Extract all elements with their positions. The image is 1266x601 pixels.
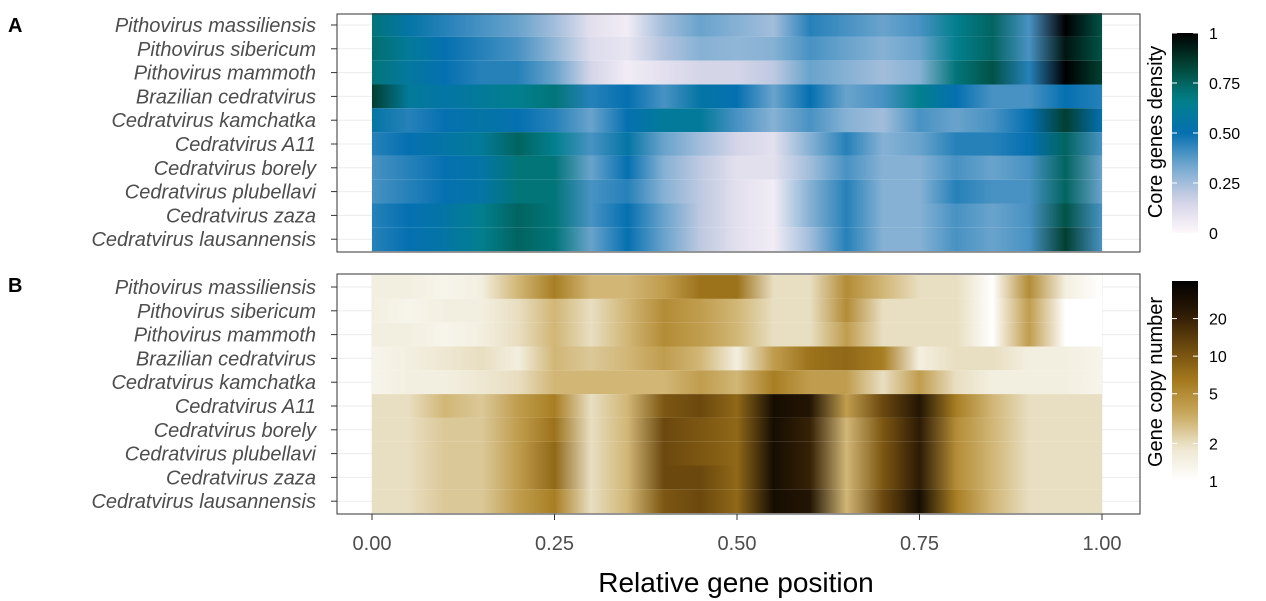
heatmap-row: [372, 275, 1102, 299]
panel-letter-b: B: [8, 275, 22, 297]
heatmap-row: [372, 441, 1102, 466]
legend-tick-label: 2: [1209, 436, 1218, 453]
legend-tick-label: 1: [1209, 26, 1218, 43]
row-label: Brazilian cedratvirus: [136, 86, 316, 108]
legend-tick-label: 0.50: [1209, 126, 1240, 143]
row-label: Pithovirus mammoth: [134, 63, 316, 85]
row-label: Pithovirus massiliensis: [115, 277, 316, 299]
row-label: Pithovirus sibericum: [137, 301, 316, 323]
legend-tick-label: 5: [1209, 387, 1218, 404]
heatmap-row: [372, 108, 1102, 133]
row-label: Cedratvirus borely: [154, 420, 317, 442]
row-label: Cedratvirus zaza: [166, 205, 316, 227]
x-tick-label: 0.50: [718, 533, 757, 555]
x-tick-label: 0.25: [535, 533, 574, 555]
row-label: Cedratvirus plubellavi: [125, 444, 317, 466]
row-label: Cedratvirus A11: [175, 396, 316, 418]
row-label: Cedratvirus zaza: [166, 467, 316, 489]
x-axis: 0.00 0.25 0.50 0.75 1.00: [353, 514, 1122, 555]
panel-letter-a: A: [8, 15, 22, 37]
row-label: Cedratvirus borely: [154, 158, 317, 180]
x-tick-label: 0.00: [353, 533, 392, 555]
heatmap-b-cells: [372, 275, 1102, 514]
legend-tick-label: 0.75: [1209, 76, 1240, 93]
heatmap-row: [372, 346, 1102, 371]
legend-a: Core genes density 0 0.25 0.50 0.75 1: [1145, 26, 1240, 243]
heatmap-row: [372, 155, 1102, 180]
row-label: Cedratvirus A11: [175, 134, 316, 156]
heatmap-row: [372, 298, 1102, 323]
row-label: Cedratvirus lausannensis: [91, 229, 316, 251]
legend-b-title: Gene copy number: [1145, 297, 1167, 467]
panel-b-border: [336, 273, 1141, 515]
row-label: Brazilian cedratvirus: [136, 348, 316, 370]
heatmap-row: [372, 227, 1102, 252]
heatmap-row: [372, 417, 1102, 442]
legend-b: Gene copy number 1 2 5 10 20: [1145, 281, 1227, 491]
row-label: Pithovirus massiliensis: [115, 15, 316, 37]
legend-colorbar: [1172, 281, 1198, 481]
heatmap-row: [372, 489, 1102, 514]
panel-a-border: [336, 13, 1141, 253]
legend-tick-label: 0.25: [1209, 176, 1240, 193]
legend-tick-label: 10: [1209, 349, 1227, 366]
row-label: Cedratvirus lausannensis: [91, 491, 316, 513]
legend-tick-label: 1: [1209, 474, 1218, 491]
x-tick-label: 1.00: [1083, 533, 1122, 555]
legend-tick-label: 20: [1209, 312, 1227, 329]
legend-tick-label: 0: [1209, 226, 1218, 243]
heatmap-row: [372, 370, 1102, 395]
x-tick-label: 0.75: [900, 533, 939, 555]
heatmap-row: [372, 203, 1102, 228]
heatmap-row: [372, 60, 1102, 85]
heatmap-row: [372, 36, 1102, 61]
row-label: Pithovirus sibericum: [137, 39, 316, 61]
row-label: Cedratvirus kamchatka: [111, 372, 316, 394]
x-axis-label: Relative gene position: [598, 567, 874, 598]
legend-a-title: Core genes density: [1145, 46, 1167, 218]
heatmap-row: [372, 465, 1102, 490]
heatmap-row: [372, 394, 1102, 418]
heatmap-row: [372, 132, 1102, 156]
heatmap-row: [372, 322, 1102, 347]
heatmap-row: [372, 13, 1102, 37]
heatmap-a-cells: [372, 13, 1102, 252]
heatmap-row: [372, 179, 1102, 204]
heatmap-row: [372, 84, 1102, 109]
row-label: Pithovirus mammoth: [134, 325, 316, 347]
row-label: Cedratvirus plubellavi: [125, 182, 317, 204]
row-label: Cedratvirus kamchatka: [111, 110, 316, 132]
